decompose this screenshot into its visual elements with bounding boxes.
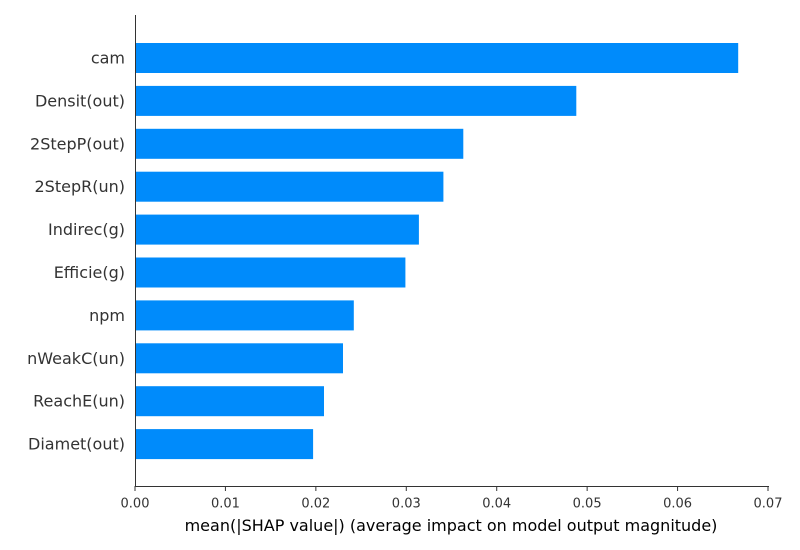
bar-6	[135, 300, 354, 331]
x-tick-label-6: 0.06	[663, 497, 692, 512]
category-label-6: npm	[89, 306, 125, 325]
bar-1	[135, 85, 577, 116]
category-label-1: Densit(out)	[35, 91, 125, 110]
bar-8	[135, 386, 324, 417]
bar-9	[135, 429, 314, 460]
bars-layer	[135, 43, 739, 460]
x-axis-ticks: 0.00 0.01 0.02 0.03 0.04 0.05 0.06 0.07	[121, 486, 783, 512]
x-tick-label-5: 0.05	[573, 497, 602, 512]
bar-4	[135, 214, 419, 245]
category-label-5: Efficie(g)	[54, 263, 125, 282]
category-label-2: 2StepP(out)	[30, 134, 125, 153]
category-label-3: 2StepR(un)	[35, 177, 126, 196]
x-tick-label-2: 0.02	[301, 497, 330, 512]
x-tick-label-1: 0.01	[211, 497, 240, 512]
x-axis-title: mean(|SHAP value|) (average impact on mo…	[185, 516, 718, 535]
category-label-7: nWeakC(un)	[27, 349, 125, 368]
x-tick-label-0: 0.00	[121, 497, 150, 512]
bar-7	[135, 343, 343, 374]
category-labels: cam Densit(out) 2StepP(out) 2StepR(un) Indir…	[27, 49, 125, 454]
x-tick-label-7: 0.07	[754, 497, 783, 512]
category-label-8: ReachE(un)	[33, 392, 125, 411]
bar-5	[135, 257, 406, 288]
category-label-9: Diamet(out)	[28, 435, 125, 454]
category-label-0: cam	[91, 49, 125, 68]
bar-2	[135, 128, 464, 159]
x-tick-label-3: 0.03	[392, 497, 421, 512]
bar-3	[135, 171, 444, 202]
category-label-4: Indirec(g)	[48, 220, 125, 239]
bar-0	[135, 43, 739, 73]
x-tick-label-4: 0.04	[482, 497, 511, 512]
